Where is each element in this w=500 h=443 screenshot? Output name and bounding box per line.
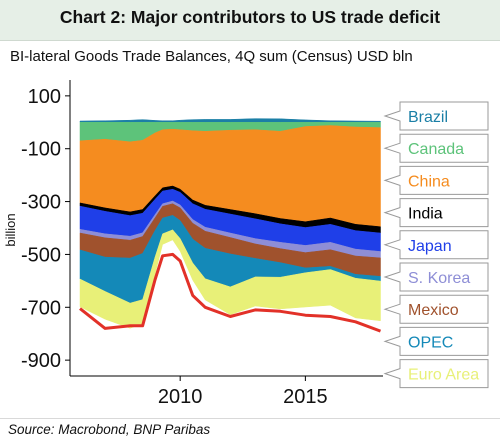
legend-item-china: China — [383, 165, 489, 195]
legend-item-opec: OPEC — [383, 326, 489, 356]
chart-title: Chart 2: Major contributors to US trade … — [59, 7, 441, 27]
legend-label: Brazil — [408, 109, 448, 126]
legend-item-euro-area: Euro Area — [383, 359, 489, 389]
legend-label: S. Korea — [408, 270, 470, 287]
axis-ticks: 100 -100 -300 -500 -700 -900 2010 2015 — [21, 86, 328, 408]
total-balance-line — [79, 252, 382, 333]
x-tick-label: 2015 — [283, 386, 328, 408]
source-bar: Source: Macrobond, BNP Paribas — [0, 418, 500, 443]
source-note: Source: Macrobond, BNP Paribas — [8, 422, 211, 437]
legend-item-mexico: Mexico — [383, 294, 489, 324]
chart-subtitle: BI-lateral Goods Trade Balances, 4Q sum … — [10, 48, 413, 65]
legend-label: Japan — [408, 238, 452, 255]
legend-box — [383, 198, 489, 228]
legend-box — [383, 359, 489, 389]
total-line — [79, 252, 382, 333]
legend-label: Canada — [408, 141, 464, 158]
title-bar: Chart 2: Major contributors to US trade … — [0, 0, 500, 41]
legend-box — [383, 165, 489, 195]
y-tick-label: -700 — [21, 297, 61, 319]
x-tick-label: 2010 — [158, 386, 203, 408]
area-brazil — [79, 118, 381, 123]
legend-label: Euro Area — [408, 367, 479, 384]
legend-item-s-korea: S. Korea — [383, 262, 489, 292]
legend-label: China — [408, 173, 450, 190]
legend-label: India — [408, 206, 443, 223]
legend-box — [383, 133, 489, 163]
y-tick-label: -500 — [21, 244, 61, 266]
legend-box — [383, 101, 489, 131]
axes — [69, 80, 383, 377]
y-tick-label: -100 — [21, 139, 61, 161]
legend-label: Mexico — [408, 302, 459, 319]
legend-label: OPEC — [408, 334, 453, 351]
legend-item-brazil: Brazil — [383, 101, 489, 131]
legend-item-canada: Canada — [383, 133, 489, 163]
y-axis-label: billion — [3, 213, 18, 246]
legend-box — [383, 294, 489, 324]
legend-box — [383, 262, 489, 292]
legend: Brazil Canada China India Japan S. Korea Mexic… — [383, 101, 489, 389]
legend-item-japan: Japan — [383, 230, 489, 260]
stacked-areas — [79, 118, 381, 329]
legend-box — [383, 230, 489, 260]
legend-item-india: India — [383, 198, 489, 228]
y-tick-label: 100 — [28, 86, 61, 108]
y-tick-label: -900 — [21, 350, 61, 372]
legend-box — [383, 326, 489, 356]
y-tick-label: -300 — [21, 192, 61, 214]
area-euro-area — [79, 229, 381, 329]
